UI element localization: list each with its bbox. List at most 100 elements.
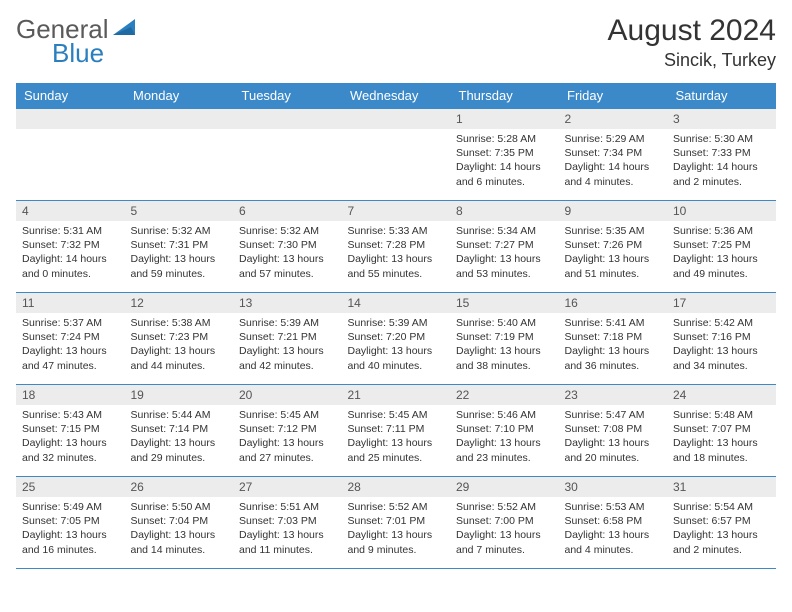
day-number: 19 (125, 385, 234, 405)
day-content: Sunrise: 5:34 AMSunset: 7:27 PMDaylight:… (450, 221, 559, 284)
day-content: Sunrise: 5:53 AMSunset: 6:58 PMDaylight:… (559, 497, 668, 560)
day-number: 15 (450, 293, 559, 313)
day-number: 9 (559, 201, 668, 221)
calendar-cell: 2Sunrise: 5:29 AMSunset: 7:34 PMDaylight… (559, 109, 668, 201)
day-number: 30 (559, 477, 668, 497)
day-content: Sunrise: 5:42 AMSunset: 7:16 PMDaylight:… (667, 313, 776, 376)
day-content: Sunrise: 5:50 AMSunset: 7:04 PMDaylight:… (125, 497, 234, 560)
day-content: Sunrise: 5:33 AMSunset: 7:28 PMDaylight:… (342, 221, 451, 284)
day-content: Sunrise: 5:37 AMSunset: 7:24 PMDaylight:… (16, 313, 125, 376)
calendar-cell: 18Sunrise: 5:43 AMSunset: 7:15 PMDayligh… (16, 385, 125, 477)
calendar-week-row: 25Sunrise: 5:49 AMSunset: 7:05 PMDayligh… (16, 477, 776, 569)
day-number (233, 109, 342, 129)
day-number: 4 (16, 201, 125, 221)
day-number: 25 (16, 477, 125, 497)
day-header: Monday (125, 83, 234, 109)
calendar-cell: 19Sunrise: 5:44 AMSunset: 7:14 PMDayligh… (125, 385, 234, 477)
day-content: Sunrise: 5:44 AMSunset: 7:14 PMDaylight:… (125, 405, 234, 468)
calendar-week-row: 1Sunrise: 5:28 AMSunset: 7:35 PMDaylight… (16, 109, 776, 201)
day-number: 10 (667, 201, 776, 221)
calendar-cell: 13Sunrise: 5:39 AMSunset: 7:21 PMDayligh… (233, 293, 342, 385)
calendar-cell: 22Sunrise: 5:46 AMSunset: 7:10 PMDayligh… (450, 385, 559, 477)
day-content: Sunrise: 5:30 AMSunset: 7:33 PMDaylight:… (667, 129, 776, 192)
day-content: Sunrise: 5:45 AMSunset: 7:11 PMDaylight:… (342, 405, 451, 468)
day-content: Sunrise: 5:29 AMSunset: 7:34 PMDaylight:… (559, 129, 668, 192)
calendar-body: 1Sunrise: 5:28 AMSunset: 7:35 PMDaylight… (16, 109, 776, 569)
day-content: Sunrise: 5:47 AMSunset: 7:08 PMDaylight:… (559, 405, 668, 468)
calendar-cell: 23Sunrise: 5:47 AMSunset: 7:08 PMDayligh… (559, 385, 668, 477)
day-number (342, 109, 451, 129)
logo-text-blue: Blue (52, 38, 104, 69)
day-content: Sunrise: 5:43 AMSunset: 7:15 PMDaylight:… (16, 405, 125, 468)
day-content: Sunrise: 5:31 AMSunset: 7:32 PMDaylight:… (16, 221, 125, 284)
calendar-cell: 1Sunrise: 5:28 AMSunset: 7:35 PMDaylight… (450, 109, 559, 201)
day-number: 14 (342, 293, 451, 313)
day-content: Sunrise: 5:51 AMSunset: 7:03 PMDaylight:… (233, 497, 342, 560)
calendar-week-row: 4Sunrise: 5:31 AMSunset: 7:32 PMDaylight… (16, 201, 776, 293)
day-number: 6 (233, 201, 342, 221)
calendar-cell (125, 109, 234, 201)
day-number: 1 (450, 109, 559, 129)
day-content: Sunrise: 5:41 AMSunset: 7:18 PMDaylight:… (559, 313, 668, 376)
calendar-cell: 31Sunrise: 5:54 AMSunset: 6:57 PMDayligh… (667, 477, 776, 569)
day-number: 12 (125, 293, 234, 313)
day-content: Sunrise: 5:45 AMSunset: 7:12 PMDaylight:… (233, 405, 342, 468)
calendar-cell: 28Sunrise: 5:52 AMSunset: 7:01 PMDayligh… (342, 477, 451, 569)
logo-text-blue-row: Blue (24, 38, 104, 69)
day-number: 5 (125, 201, 234, 221)
location: Sincik, Turkey (608, 50, 776, 71)
day-header: Thursday (450, 83, 559, 109)
calendar-cell: 7Sunrise: 5:33 AMSunset: 7:28 PMDaylight… (342, 201, 451, 293)
calendar-cell: 9Sunrise: 5:35 AMSunset: 7:26 PMDaylight… (559, 201, 668, 293)
day-number: 7 (342, 201, 451, 221)
calendar-cell: 14Sunrise: 5:39 AMSunset: 7:20 PMDayligh… (342, 293, 451, 385)
day-content: Sunrise: 5:52 AMSunset: 7:00 PMDaylight:… (450, 497, 559, 560)
day-number: 28 (342, 477, 451, 497)
calendar-cell: 15Sunrise: 5:40 AMSunset: 7:19 PMDayligh… (450, 293, 559, 385)
calendar-cell: 21Sunrise: 5:45 AMSunset: 7:11 PMDayligh… (342, 385, 451, 477)
day-header: Saturday (667, 83, 776, 109)
day-number: 23 (559, 385, 668, 405)
day-number: 8 (450, 201, 559, 221)
day-number: 29 (450, 477, 559, 497)
calendar-week-row: 11Sunrise: 5:37 AMSunset: 7:24 PMDayligh… (16, 293, 776, 385)
calendar-cell (16, 109, 125, 201)
calendar-header-row: SundayMondayTuesdayWednesdayThursdayFrid… (16, 83, 776, 109)
day-number (16, 109, 125, 129)
calendar-cell (342, 109, 451, 201)
day-number: 2 (559, 109, 668, 129)
calendar-cell: 10Sunrise: 5:36 AMSunset: 7:25 PMDayligh… (667, 201, 776, 293)
day-number: 26 (125, 477, 234, 497)
day-number: 3 (667, 109, 776, 129)
day-number: 13 (233, 293, 342, 313)
day-number: 31 (667, 477, 776, 497)
calendar-cell: 6Sunrise: 5:32 AMSunset: 7:30 PMDaylight… (233, 201, 342, 293)
day-number: 22 (450, 385, 559, 405)
calendar-cell: 30Sunrise: 5:53 AMSunset: 6:58 PMDayligh… (559, 477, 668, 569)
calendar-cell: 3Sunrise: 5:30 AMSunset: 7:33 PMDaylight… (667, 109, 776, 201)
calendar-cell: 16Sunrise: 5:41 AMSunset: 7:18 PMDayligh… (559, 293, 668, 385)
day-content: Sunrise: 5:38 AMSunset: 7:23 PMDaylight:… (125, 313, 234, 376)
logo-triangle-icon (113, 17, 139, 42)
calendar-cell: 25Sunrise: 5:49 AMSunset: 7:05 PMDayligh… (16, 477, 125, 569)
day-number: 27 (233, 477, 342, 497)
title-block: August 2024 Sincik, Turkey (608, 14, 776, 71)
day-number: 24 (667, 385, 776, 405)
day-number (125, 109, 234, 129)
day-header: Sunday (16, 83, 125, 109)
calendar-cell: 29Sunrise: 5:52 AMSunset: 7:00 PMDayligh… (450, 477, 559, 569)
day-number: 20 (233, 385, 342, 405)
month-title: August 2024 (608, 14, 776, 48)
calendar-cell: 20Sunrise: 5:45 AMSunset: 7:12 PMDayligh… (233, 385, 342, 477)
day-content: Sunrise: 5:39 AMSunset: 7:21 PMDaylight:… (233, 313, 342, 376)
day-content: Sunrise: 5:36 AMSunset: 7:25 PMDaylight:… (667, 221, 776, 284)
calendar-cell: 26Sunrise: 5:50 AMSunset: 7:04 PMDayligh… (125, 477, 234, 569)
page-header: General August 2024 Sincik, Turkey (16, 14, 776, 71)
calendar-cell: 5Sunrise: 5:32 AMSunset: 7:31 PMDaylight… (125, 201, 234, 293)
day-content: Sunrise: 5:54 AMSunset: 6:57 PMDaylight:… (667, 497, 776, 560)
day-number: 21 (342, 385, 451, 405)
day-content: Sunrise: 5:40 AMSunset: 7:19 PMDaylight:… (450, 313, 559, 376)
day-content: Sunrise: 5:49 AMSunset: 7:05 PMDaylight:… (16, 497, 125, 560)
calendar-cell: 4Sunrise: 5:31 AMSunset: 7:32 PMDaylight… (16, 201, 125, 293)
calendar-cell (233, 109, 342, 201)
